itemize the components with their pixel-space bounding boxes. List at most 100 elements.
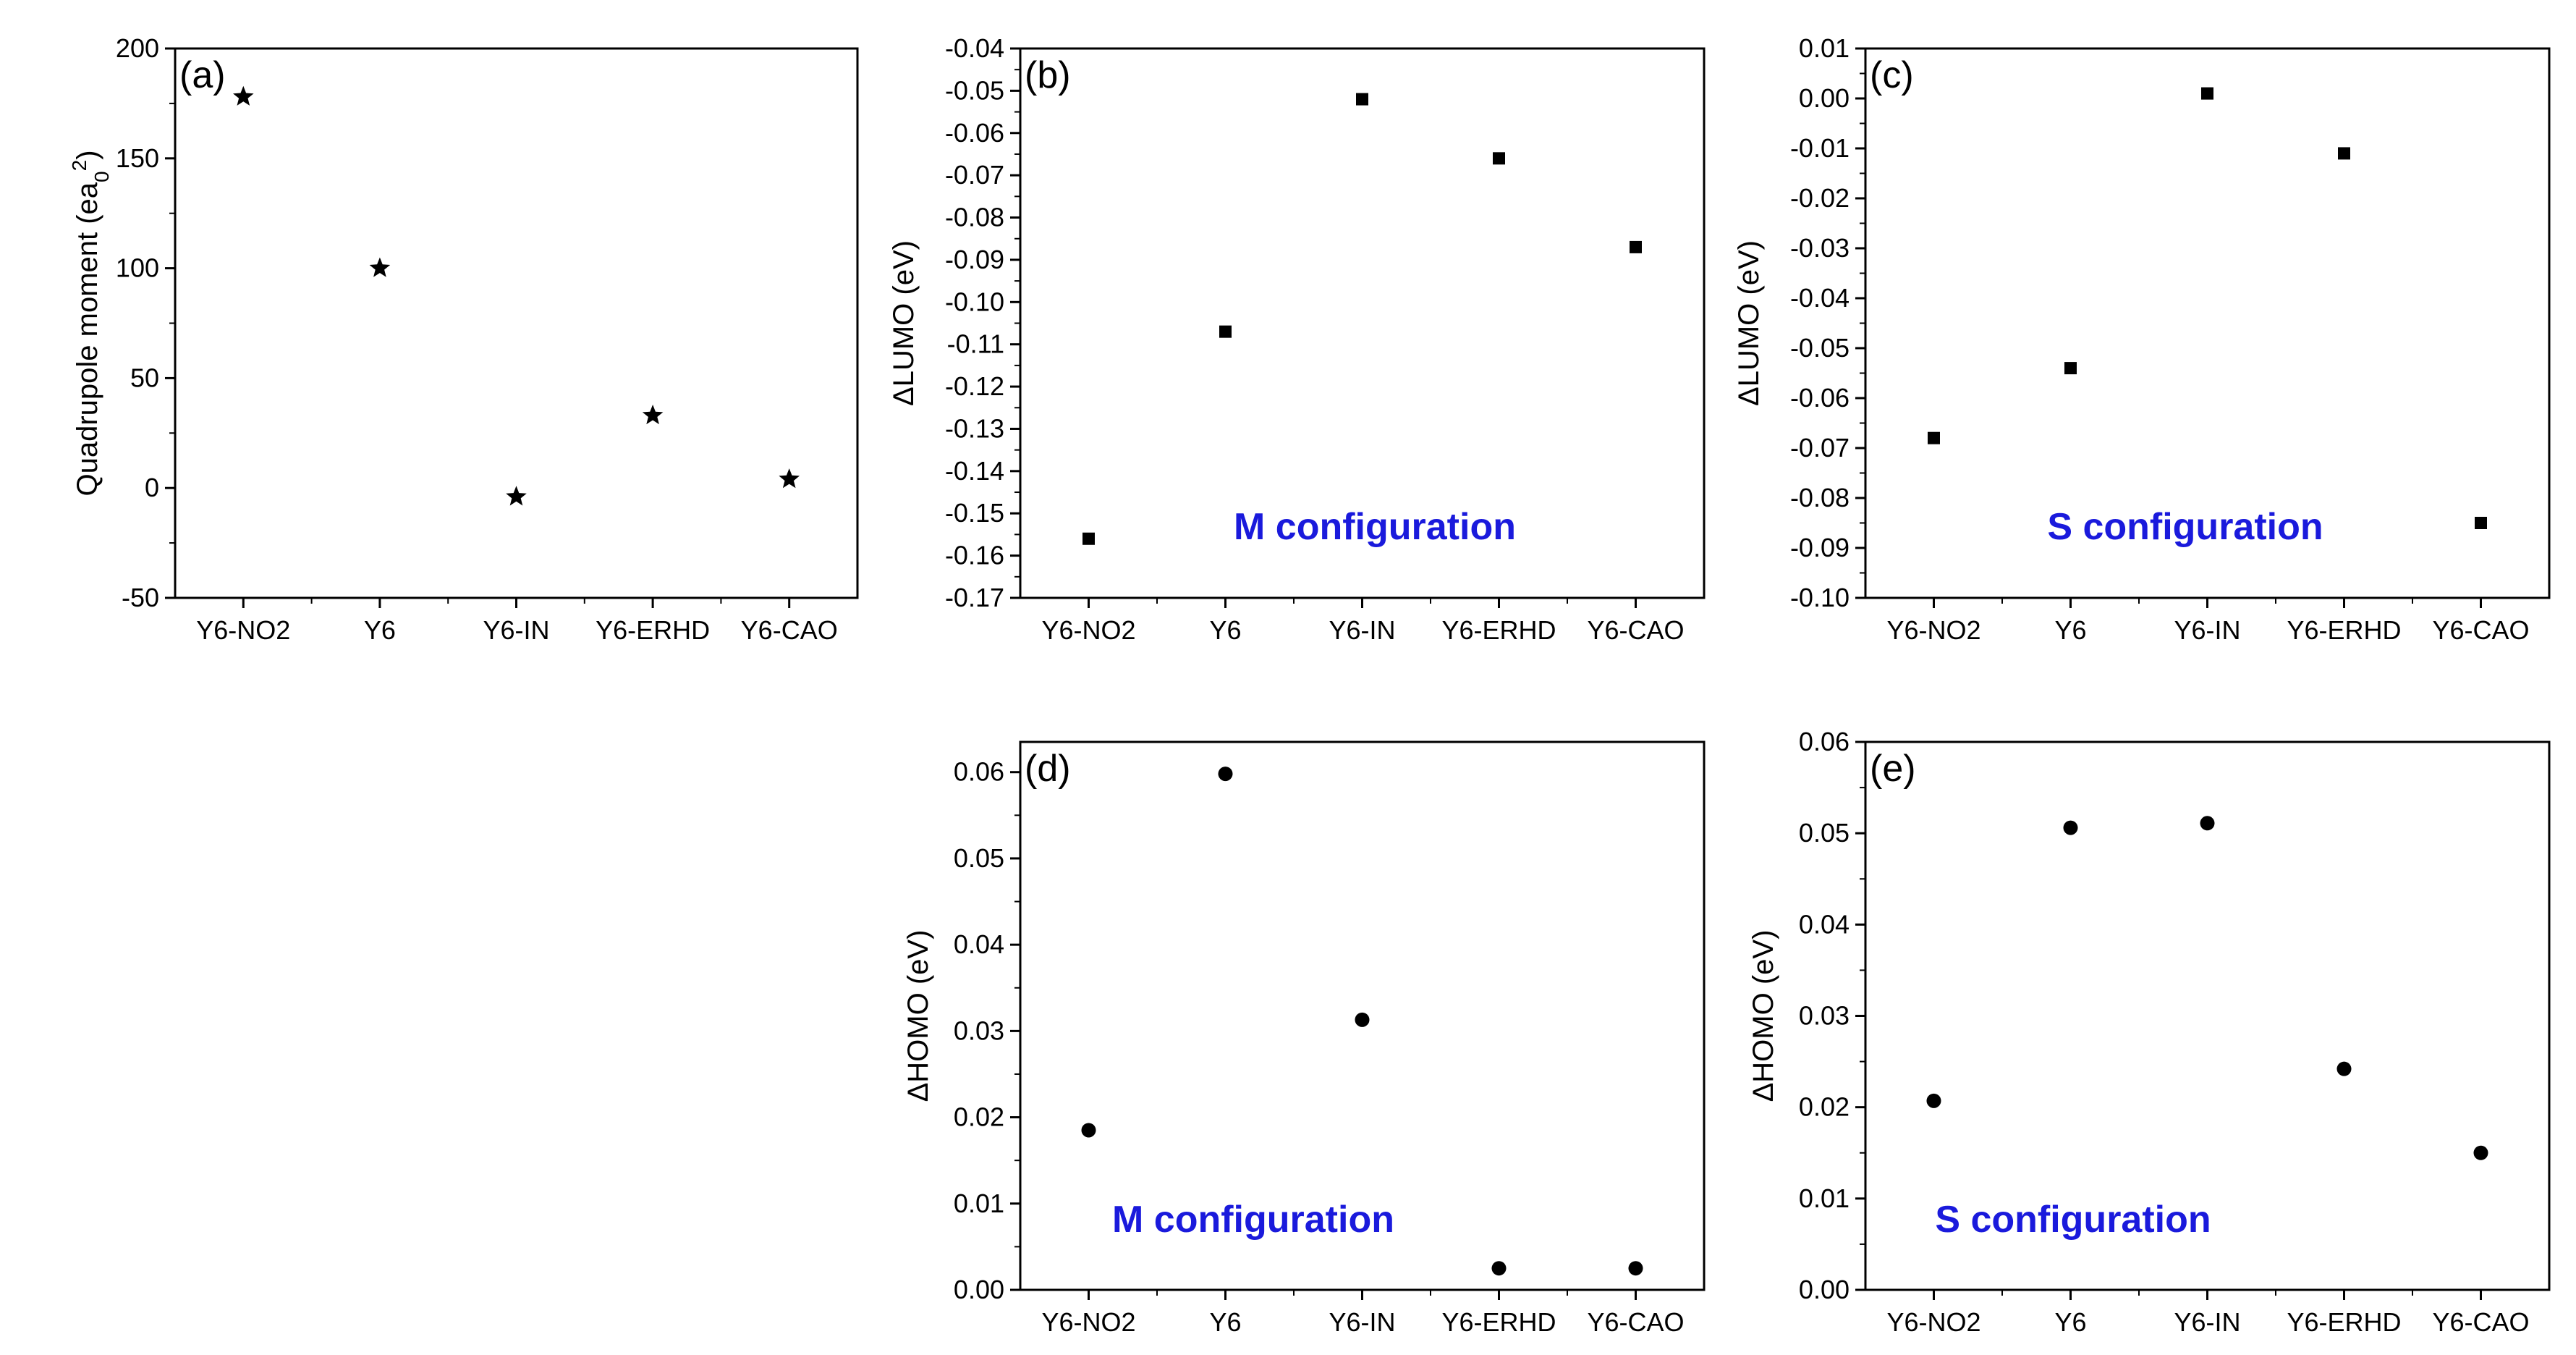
x-tick-label: Y6-IN [2174, 1307, 2240, 1337]
y-tick-label: 0.00 [1799, 83, 1850, 113]
data-point-y6-erhd [2338, 147, 2350, 160]
x-tick-label: Y6-NO2 [196, 615, 290, 645]
panel-label: (e) [1870, 748, 1916, 790]
y-tick-label: 0.03 [954, 1016, 1004, 1045]
x-tick-label: Y6-ERHD [2287, 1307, 2401, 1337]
data-point-y6-erhd [2336, 1061, 2352, 1076]
y-tick-label: -0.10 [1790, 583, 1850, 612]
data-point-y6 [2064, 362, 2077, 375]
configuration-label: M configuration [1234, 506, 1516, 548]
x-tick-label: Y6 [364, 615, 396, 645]
y-tick-label: 0.01 [1799, 33, 1850, 63]
x-tick-label: Y6-NO2 [1041, 615, 1135, 645]
x-tick-label: Y6-ERHD [596, 615, 710, 645]
y-tick-label: 0.02 [954, 1102, 1004, 1132]
y-axis-title-sub: 0 [90, 171, 113, 182]
data-point-y6-erhd [1493, 152, 1505, 165]
y-tick-label: -0.08 [1790, 483, 1850, 512]
x-tick-label: Y6-ERHD [2287, 615, 2401, 645]
x-tick-label: Y6-NO2 [1041, 1307, 1135, 1337]
configuration-label: S configuration [2047, 506, 2323, 548]
y-axis-title-main: Quadrupole moment (ea [72, 182, 103, 496]
data-point-y6-in [2200, 816, 2215, 831]
y-tick-label: -0.12 [945, 371, 1004, 401]
data-point-y6-in [506, 486, 527, 506]
y-axis-title-sup: 2 [68, 160, 90, 172]
y-tick-label: -0.06 [1790, 383, 1850, 413]
x-tick-label: Y6-CAO [1587, 1307, 1684, 1337]
x-tick-label: Y6 [2054, 1307, 2086, 1337]
y-tick-label: -0.13 [945, 413, 1004, 443]
panel-label: (a) [179, 54, 226, 96]
panel-c: -0.10 -0.09 -0.08 -0.07 -0.06 -0.05 -0.04 -0.03… [1733, 33, 2551, 645]
y-axis-title: ΔLUMO (eV) [888, 240, 920, 406]
data-point-y6-no2 [1928, 431, 1940, 444]
x-tick-label: Y6 [1209, 615, 1241, 645]
y-tick-label: -0.09 [1790, 533, 1850, 562]
x-tick-label: Y6 [1209, 1307, 1241, 1337]
y-axis-title: ΔLUMO (eV) [1733, 240, 1765, 406]
x-tick-label: Y6-IN [2174, 615, 2240, 645]
x-tick-label: Y6-CAO [2432, 615, 2529, 645]
data-point-y6-cao [2475, 517, 2487, 529]
y-tick-label: 0.00 [1799, 1275, 1850, 1304]
y-tick-label: -0.14 [945, 456, 1004, 486]
y-tick-label: 0.06 [1799, 727, 1850, 756]
y-axis-title: ΔHOMO (eV) [902, 930, 934, 1102]
data-point-y6-no2 [1926, 1093, 1941, 1108]
y-tick-label: 200 [116, 33, 159, 63]
y-tick-label: -0.05 [1790, 333, 1850, 363]
panel-d: 0.00 0.01 0.02 0.03 0.04 0.05 0.06 Y6-NO2 Y6 Y6-I… [902, 740, 1706, 1337]
data-point-y6-erhd [642, 405, 664, 425]
y-tick-label: 0.03 [1799, 1001, 1850, 1031]
configuration-label: S configuration [1935, 1199, 2211, 1241]
y-tick-label: -0.10 [945, 287, 1004, 316]
x-tick-label: Y6-IN [1329, 1307, 1395, 1337]
panel-b: -0.17 -0.16 -0.15 -0.14 -0.13 -0.12 -0.11 -0.10… [888, 33, 1706, 645]
y-tick-label: 0 [145, 473, 159, 502]
y-axis-title: ΔHOMO (eV) [1747, 930, 1779, 1102]
x-tick-label: Y6-IN [483, 615, 549, 645]
y-tick-label: 100 [116, 253, 159, 283]
y-tick-label: -0.04 [1790, 283, 1850, 313]
x-tick-label: Y6-NO2 [1886, 615, 1980, 645]
y-tick-label: -0.05 [945, 75, 1004, 105]
y-tick-label: -0.17 [945, 583, 1004, 612]
data-point-y6 [1218, 767, 1233, 782]
y-tick-label: -0.06 [945, 118, 1004, 148]
x-tick-label: Y6-ERHD [1441, 615, 1556, 645]
panel-label: (c) [1870, 54, 1914, 96]
panel-label: (d) [1025, 748, 1071, 790]
data-point-y6-erhd [1491, 1261, 1507, 1276]
panel-label: (b) [1025, 54, 1071, 96]
y-tick-label: -0.07 [945, 160, 1004, 190]
plot-frame [174, 47, 859, 599]
data-point-y6-cao [1628, 1261, 1643, 1276]
y-tick-label: -0.02 [1790, 183, 1850, 213]
data-point-y6 [2063, 820, 2078, 835]
x-tick-label: Y6-CAO [1587, 615, 1684, 645]
y-tick-label: -0.07 [1790, 433, 1850, 463]
x-tick-label: Y6-CAO [2432, 1307, 2529, 1337]
x-tick-label: Y6-NO2 [1886, 1307, 1980, 1337]
x-tick-label: Y6-ERHD [1441, 1307, 1556, 1337]
y-tick-label: 0.01 [954, 1189, 1004, 1218]
x-tick-label: Y6 [2054, 615, 2086, 645]
data-point-y6 [369, 257, 391, 277]
x-tick-label: Y6-CAO [741, 615, 838, 645]
data-point-y6-cao [2473, 1145, 2488, 1160]
data-point-y6-no2 [233, 85, 254, 106]
y-tick-label: -0.09 [945, 245, 1004, 274]
y-tick-label: -0.11 [947, 329, 1004, 359]
y-tick-label: 0.06 [954, 757, 1004, 787]
y-tick-label: 0.05 [954, 843, 1004, 873]
data-point-y6-cao [1630, 240, 1642, 253]
y-axis-title: Quadrupole moment (ea02) [68, 150, 113, 496]
data-point-y6-cao [779, 468, 800, 489]
panel-e: 0.00 0.01 0.02 0.03 0.04 0.05 0.06 Y6-NO2 Y6 Y6-I… [1747, 727, 2551, 1337]
data-point-y6-in [1356, 93, 1368, 106]
panel-a: -50 0 50 100 150 200 Y6-NO2 Y6 Y6-IN Y6-ERHD Y6-CA… [68, 33, 859, 645]
configuration-label: M configuration [1112, 1199, 1394, 1241]
y-tick-label: -0.03 [1790, 233, 1850, 263]
